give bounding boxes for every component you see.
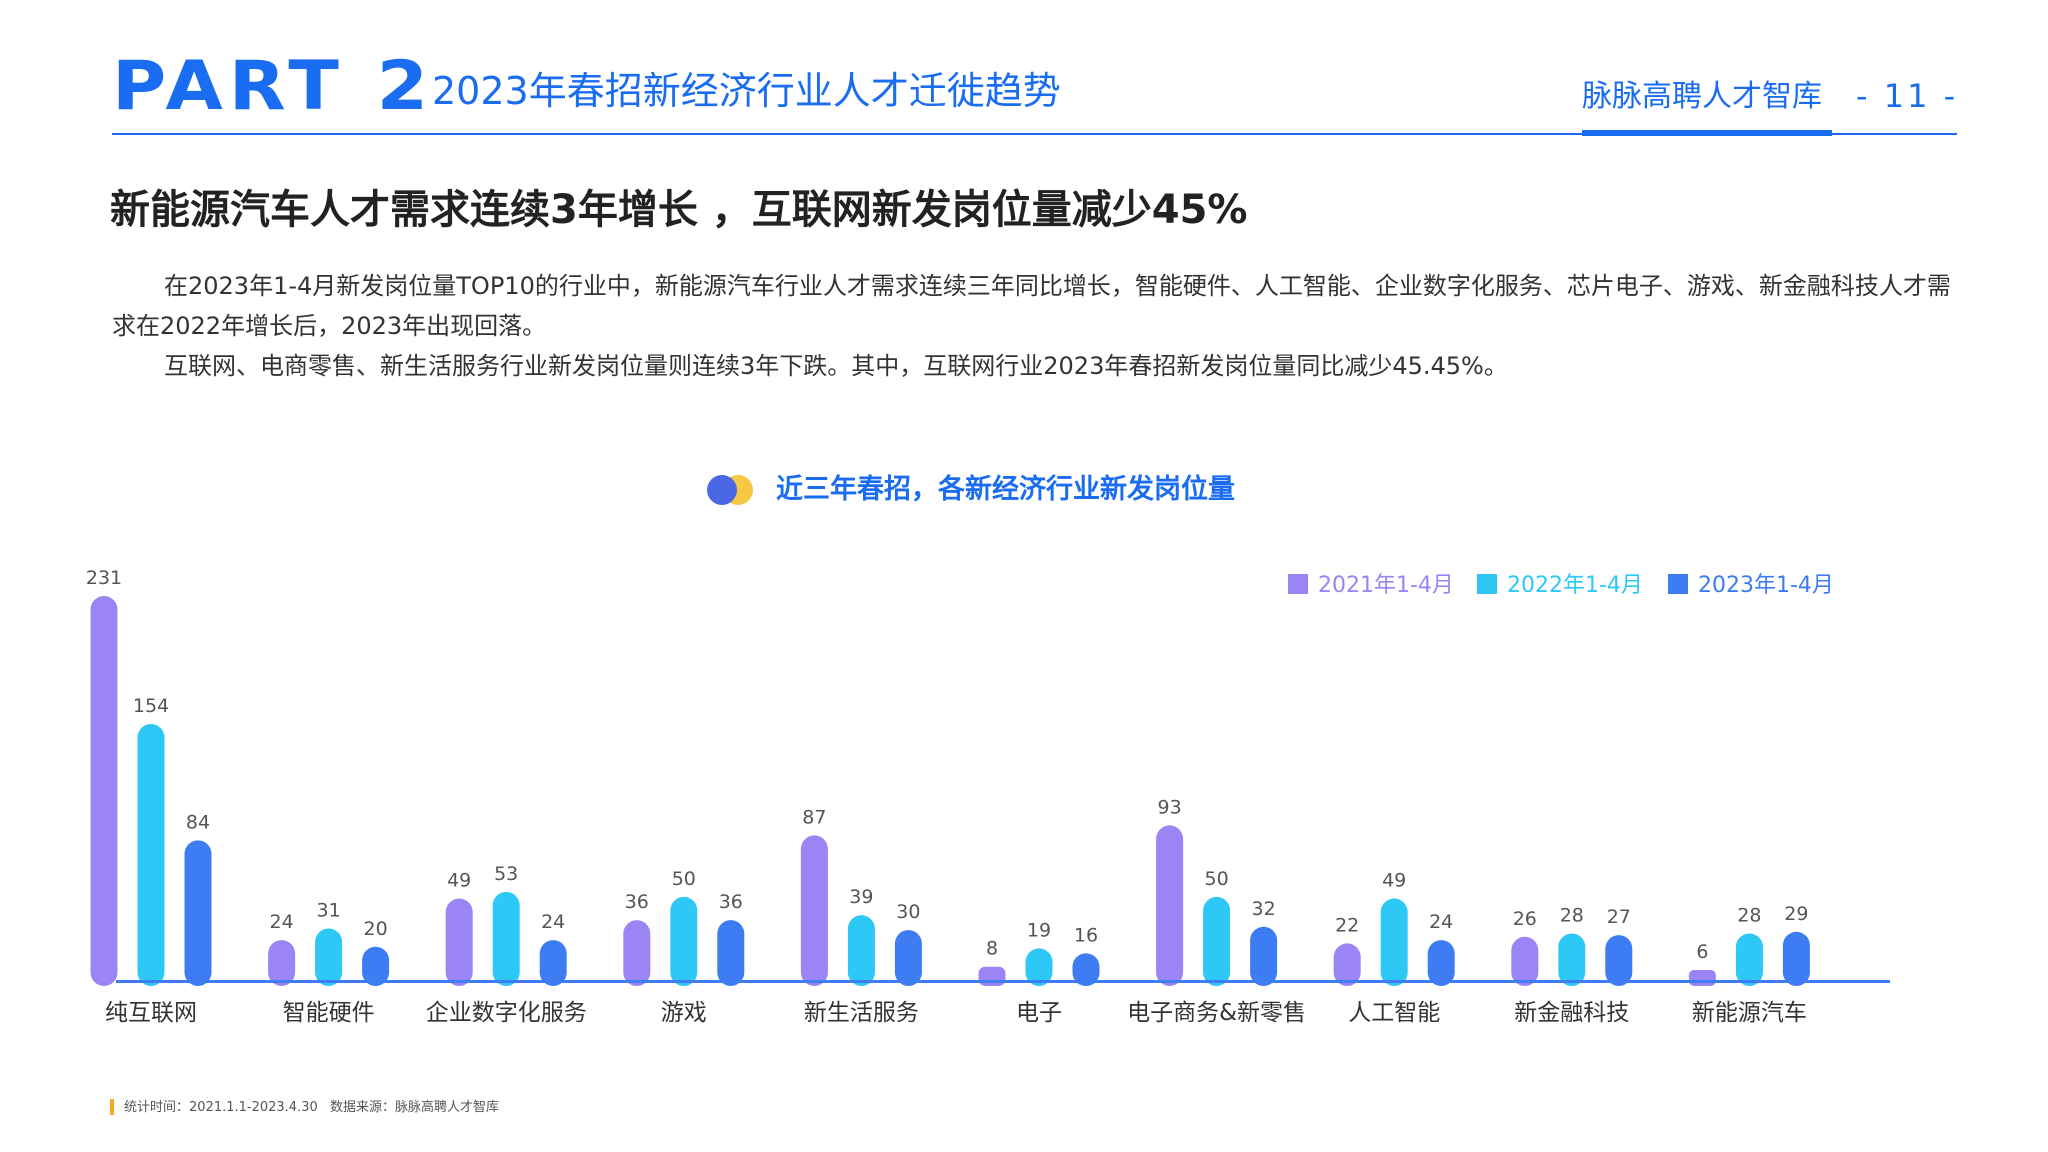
bar-1-10 xyxy=(1688,970,1716,986)
bar-3-8 xyxy=(1427,940,1455,986)
data-label-2-3: 53 xyxy=(494,863,518,885)
legend-label-1: 2021年1-4月 xyxy=(1318,573,1454,598)
data-label-2-1: 154 xyxy=(133,695,169,717)
data-label-1-7: 93 xyxy=(1158,796,1182,818)
data-label-1-9: 26 xyxy=(1513,908,1537,930)
bar-3-7 xyxy=(1250,926,1278,986)
bar-3-10 xyxy=(1782,931,1810,986)
data-label-3-9: 27 xyxy=(1607,906,1631,928)
data-label-1-2: 24 xyxy=(270,911,294,933)
bar-2-8 xyxy=(1380,898,1408,986)
page-headline: 新能源汽车人才需求连续3年增长 ，互联网新发岗位量减少45% xyxy=(110,187,1248,233)
chart-title-dots-icon xyxy=(707,475,753,505)
bar-1-1 xyxy=(90,596,118,986)
data-label-2-6: 19 xyxy=(1027,919,1051,941)
legend-swatch-1 xyxy=(1288,574,1308,594)
data-label-2-8: 49 xyxy=(1382,870,1406,892)
data-label-2-4: 50 xyxy=(672,868,696,890)
bar-2-3 xyxy=(492,891,520,986)
bar-3-3 xyxy=(539,940,567,986)
bar-1-4 xyxy=(623,920,651,986)
data-label-1-3: 49 xyxy=(447,870,471,892)
data-label-3-8: 24 xyxy=(1429,911,1453,933)
x-tick-label-6: 电子 xyxy=(1016,1000,1062,1026)
data-label-3-7: 32 xyxy=(1252,898,1276,920)
bar-2-5 xyxy=(847,915,875,986)
legend-label-2: 2022年1-4月 xyxy=(1507,573,1643,598)
bar-chart: 231 154 84 纯互联网 24 31 20 智能硬件 49 53 24 企业数字化服务 36 50 3… xyxy=(86,567,1890,1026)
bar-3-4 xyxy=(717,920,745,986)
body-paragraph-2: 互联网、电商零售、新生活服务行业新发岗位量则连续3年下跌。其中，互联网行业202… xyxy=(164,352,1508,380)
bar-3-1 xyxy=(184,840,212,986)
data-label-1-5: 87 xyxy=(802,806,826,828)
legend-label-3: 2023年1-4月 xyxy=(1698,573,1834,598)
section-title: 2023年春招新经济行业人才迁徙趋势 xyxy=(432,69,1061,113)
data-label-2-9: 28 xyxy=(1560,904,1584,926)
part-label: PART 2 xyxy=(112,46,435,126)
brand-underline xyxy=(1582,130,1832,136)
bar-1-8 xyxy=(1333,943,1361,986)
bar-1-6 xyxy=(978,966,1006,986)
data-label-3-1: 84 xyxy=(186,811,210,833)
bar-3-9 xyxy=(1605,935,1633,986)
bar-1-5 xyxy=(800,835,828,986)
footer-stat-time: 统计时间：2021.1.1-2023.4.30 xyxy=(124,1100,318,1115)
data-label-1-8: 22 xyxy=(1335,914,1359,936)
brand-name: 脉脉高聘人才智库 xyxy=(1582,79,1822,114)
legend-swatch-2 xyxy=(1477,574,1497,594)
data-label-1-6: 8 xyxy=(986,938,998,960)
bar-1-7 xyxy=(1156,825,1184,986)
data-label-2-2: 31 xyxy=(317,899,341,921)
x-tick-label-8: 人工智能 xyxy=(1348,1000,1440,1026)
page-number: - 11 - xyxy=(1856,77,1959,115)
data-label-1-4: 36 xyxy=(625,891,649,913)
bar-3-6 xyxy=(1072,953,1100,986)
x-tick-label-3: 企业数字化服务 xyxy=(426,1000,587,1026)
data-label-3-3: 24 xyxy=(541,911,565,933)
data-label-3-5: 30 xyxy=(896,901,920,923)
x-tick-label-9: 新金融科技 xyxy=(1514,1000,1629,1026)
x-tick-label-1: 纯互联网 xyxy=(105,1000,197,1026)
data-label-3-6: 16 xyxy=(1074,924,1098,946)
bar-2-4 xyxy=(670,896,698,986)
bar-3-2 xyxy=(362,946,390,986)
bar-2-7 xyxy=(1203,896,1231,986)
footer-marker xyxy=(110,1099,114,1115)
data-label-1-10: 6 xyxy=(1696,941,1708,963)
data-label-2-10: 28 xyxy=(1737,904,1761,926)
title-dot-blue xyxy=(707,475,737,505)
bar-3-5 xyxy=(894,930,922,986)
x-tick-label-2: 智能硬件 xyxy=(283,1000,375,1026)
bar-2-6 xyxy=(1025,948,1053,986)
bar-1-9 xyxy=(1511,936,1539,986)
bar-1-3 xyxy=(445,898,473,986)
x-tick-label-10: 新能源汽车 xyxy=(1692,1000,1807,1026)
x-tick-label-7: 电子商务&新零售 xyxy=(1127,1000,1306,1026)
bar-2-10 xyxy=(1735,933,1763,986)
body-paragraph-1: 在2023年1-4月新发岗位量TOP10的行业中，新能源汽车行业人才需求连续三年… xyxy=(112,272,1951,340)
data-label-3-2: 20 xyxy=(364,918,388,940)
legend-swatch-3 xyxy=(1668,574,1688,594)
x-tick-label-4: 游戏 xyxy=(661,1000,707,1026)
bar-2-9 xyxy=(1558,933,1586,986)
data-label-3-4: 36 xyxy=(719,891,743,913)
bar-1-2 xyxy=(268,940,296,986)
data-label-2-7: 50 xyxy=(1205,868,1229,890)
data-label-3-10: 29 xyxy=(1784,903,1808,925)
data-label-2-5: 39 xyxy=(849,886,873,908)
x-axis-line xyxy=(116,980,1890,983)
data-label-1-1: 231 xyxy=(86,567,122,589)
bar-2-1 xyxy=(137,724,165,986)
x-tick-label-5: 新生活服务 xyxy=(804,1000,919,1026)
footer-data-source: 数据来源：脉脉高聘人才智库 xyxy=(330,1100,500,1115)
chart-title: 近三年春招，各新经济行业新发岗位量 xyxy=(776,474,1235,505)
header-divider xyxy=(112,133,1957,135)
bar-2-2 xyxy=(315,928,343,986)
